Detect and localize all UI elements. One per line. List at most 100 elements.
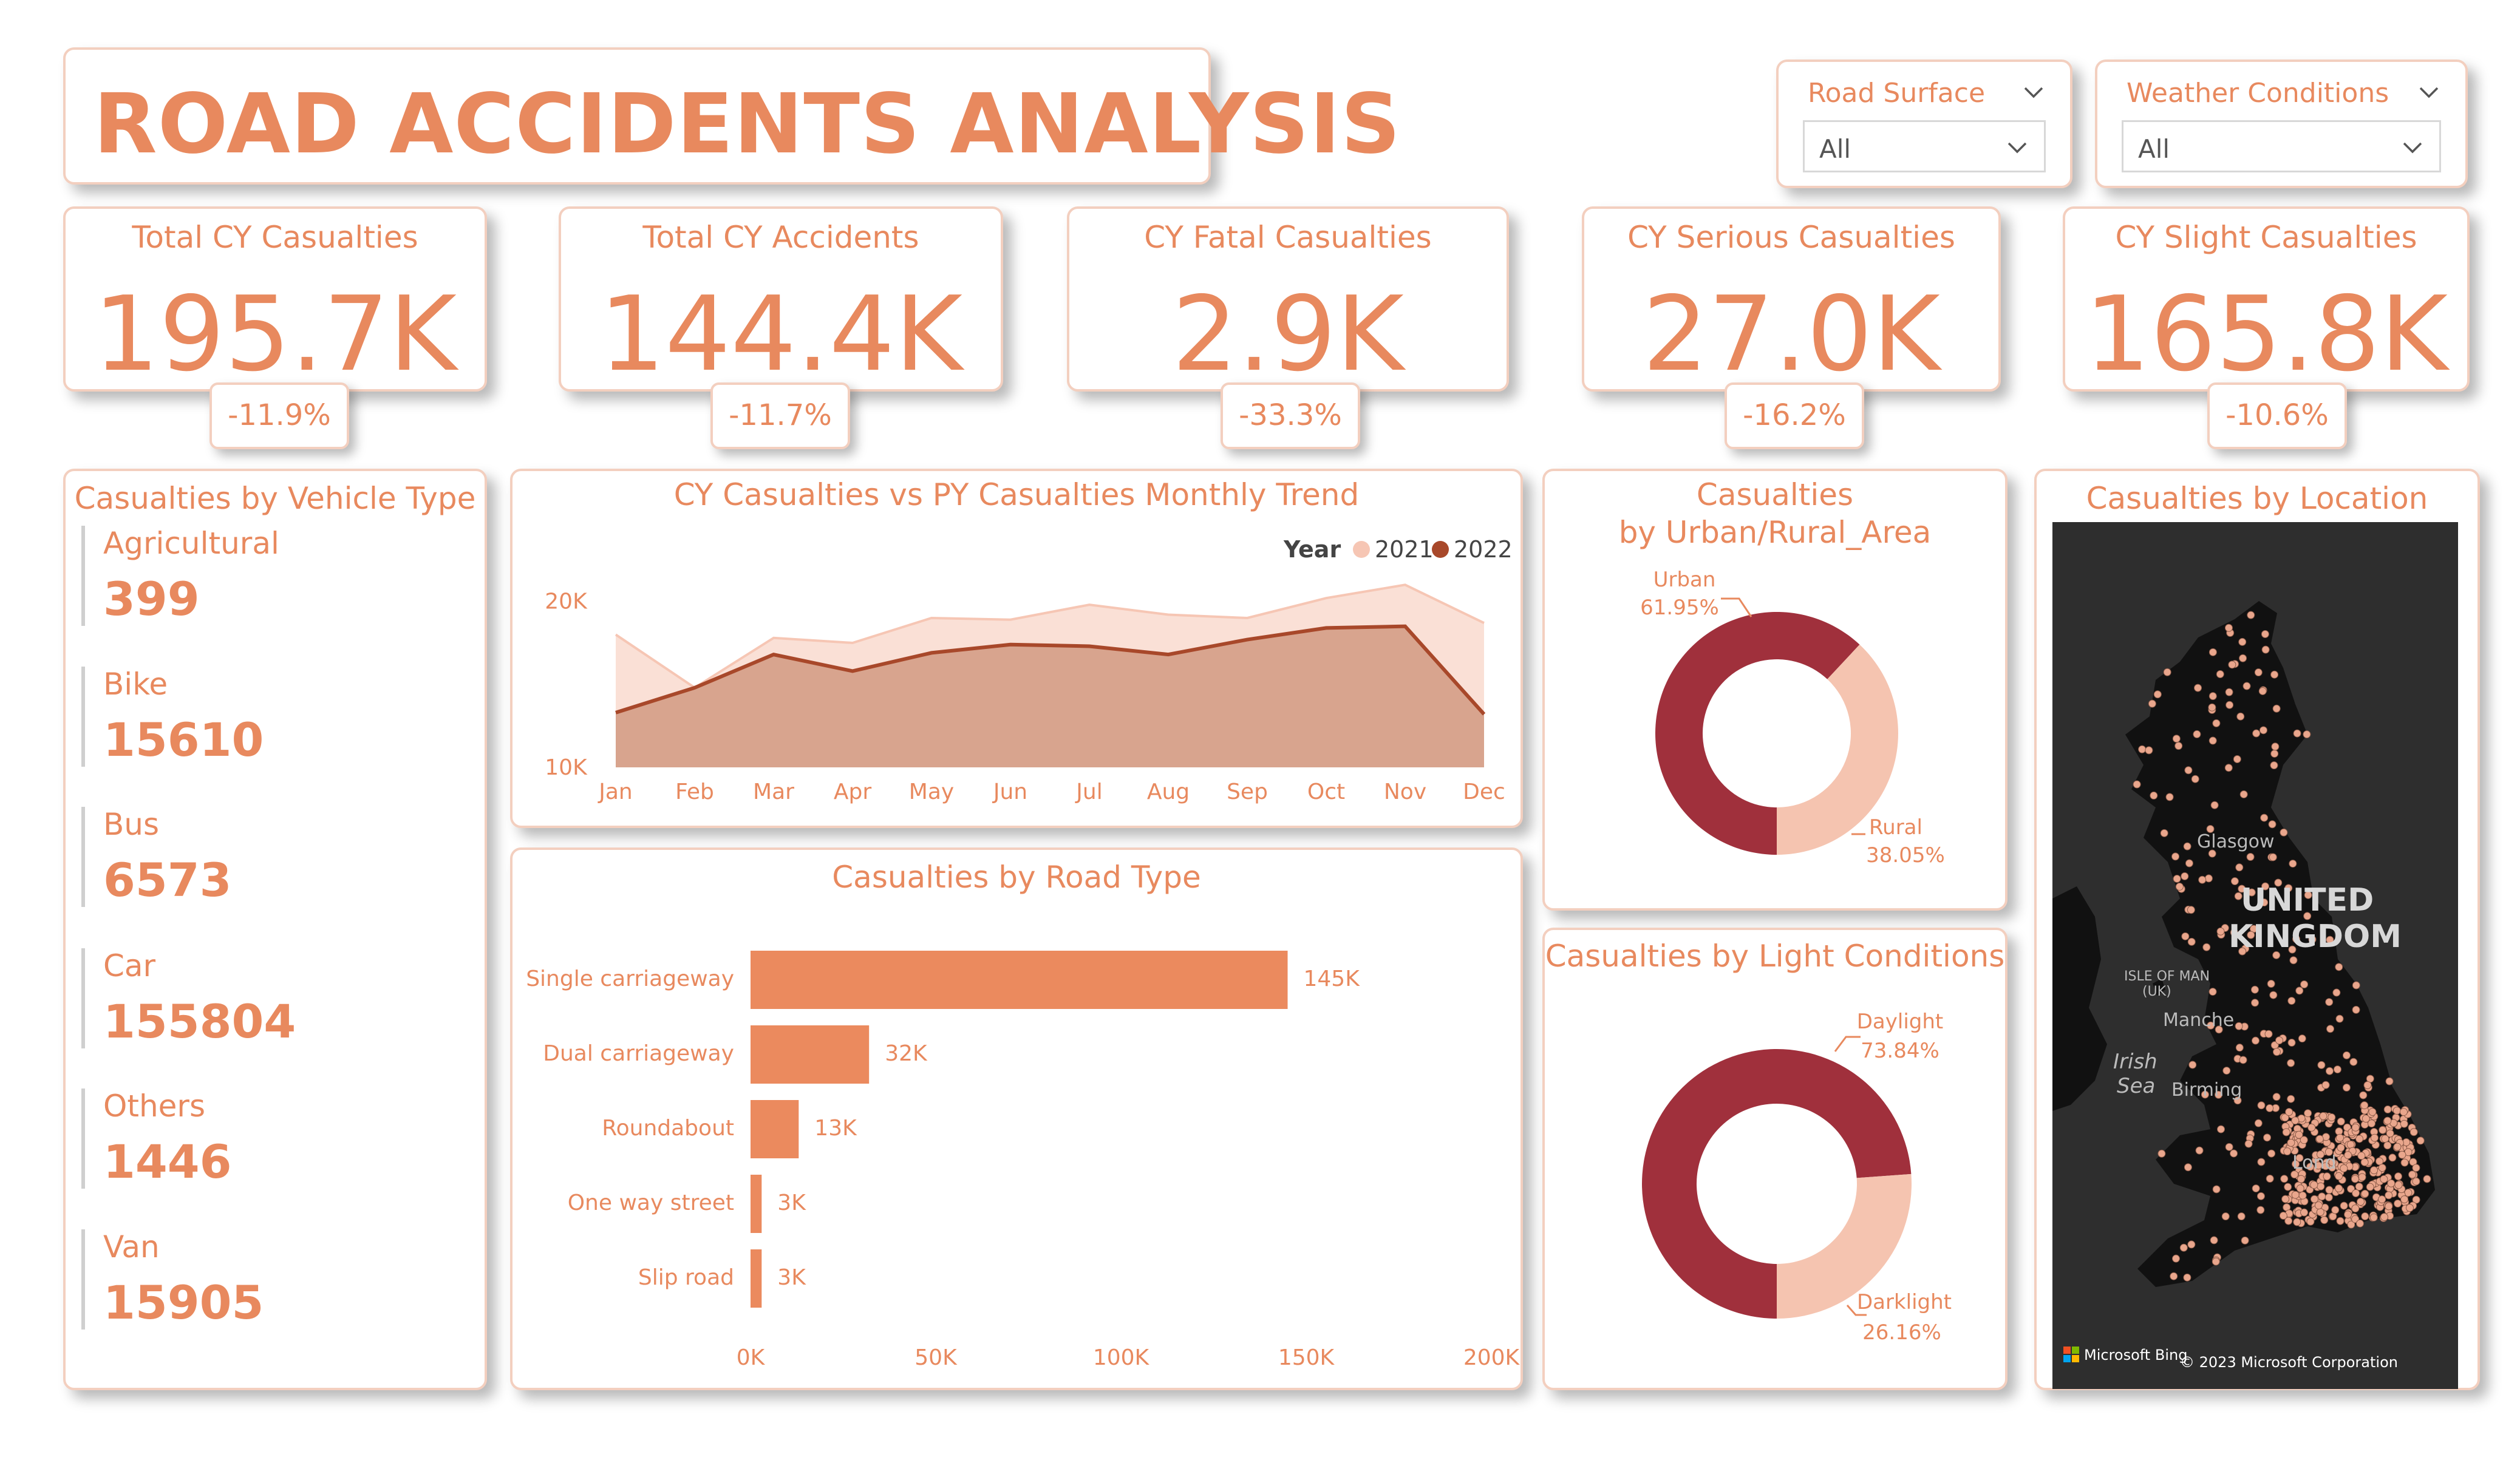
map-point: [2289, 860, 2297, 868]
bar-category-label: Single carriageway: [526, 966, 734, 991]
vehicle-type-name: Others: [103, 1089, 206, 1124]
bar: [751, 1249, 762, 1308]
donut-category-label: Rural: [1869, 815, 1922, 840]
x-tick-label: Aug: [1147, 779, 1190, 804]
map-place-label: Lond: [2292, 1152, 2337, 1173]
map-point: [2170, 1272, 2178, 1280]
vehicle-type-name: Car: [103, 948, 156, 983]
map-point: [2409, 1128, 2418, 1136]
weather-conditions-slicer[interactable]: Weather Conditions All: [2095, 59, 2468, 188]
map-point: [2380, 1213, 2388, 1221]
map-point: [2319, 1112, 2328, 1120]
map-point: [2352, 981, 2360, 990]
x-tick-label: 50K: [914, 1345, 958, 1370]
map-point: [2337, 1117, 2345, 1126]
map-point: [2228, 661, 2236, 669]
map-point: [2252, 1184, 2260, 1193]
kpi-fatal-casualties: CY Fatal Casualties 2.9K: [1067, 206, 1509, 395]
chart-title-line1: Casualties: [1697, 477, 1853, 512]
weather-conditions-dropdown[interactable]: All: [2122, 120, 2441, 172]
kpi-label: CY Serious Casualties: [1627, 220, 1955, 255]
map-point: [2380, 1175, 2388, 1183]
legend-label-2022: 2022: [1454, 536, 1513, 563]
donut-category-label: Darklight: [1857, 1290, 1952, 1314]
map-point: [2408, 1170, 2417, 1179]
map-point: [2383, 1141, 2392, 1150]
map-point: [2238, 885, 2246, 893]
isle-of-man-land: [2153, 979, 2165, 996]
map-point: [2394, 1172, 2402, 1181]
chevron-down-icon[interactable]: [2400, 135, 2425, 160]
map-point: [2404, 1189, 2413, 1197]
road-type-chart: Casualties by Road Type Single carriagew…: [526, 860, 1521, 1370]
map-point: [2362, 1115, 2370, 1123]
map-point: [2284, 1183, 2292, 1191]
map-point: [2206, 825, 2215, 834]
map-point: [2285, 1108, 2294, 1116]
map-point: [2250, 985, 2259, 994]
map-point: [2368, 1108, 2377, 1116]
map-point: [2259, 726, 2267, 735]
map-point: [2171, 1254, 2180, 1263]
map-point: [2358, 1173, 2366, 1181]
map-point: [2221, 1212, 2230, 1221]
map-point: [2225, 701, 2234, 709]
map-point: [2328, 1113, 2336, 1122]
light-conditions-panel: Casualties by Light Conditions Daylight 7…: [1542, 928, 2007, 1390]
ireland-land: [2052, 886, 2107, 1111]
map-point: [2332, 988, 2341, 997]
map-point: [2360, 1158, 2369, 1166]
map-point: [2185, 859, 2193, 868]
map-point: [2340, 1164, 2348, 1172]
map-point: [2272, 704, 2281, 713]
map-point: [2352, 1189, 2360, 1197]
chevron-down-icon[interactable]: [2417, 80, 2441, 104]
vehicle-type-name: Bike: [103, 667, 168, 702]
map-point: [2326, 1025, 2335, 1033]
map-point: [2307, 1123, 2316, 1132]
map-point: [2175, 882, 2184, 891]
vehicle-type-item: Others 1446: [81, 1089, 232, 1189]
kpi-change-badge: -10.6%: [2207, 382, 2347, 449]
map-point: [2314, 1201, 2323, 1210]
map-point: [2355, 1135, 2364, 1143]
map-point: [2284, 884, 2293, 892]
map-place-label: (UK): [2142, 984, 2171, 999]
map-point: [2349, 1058, 2358, 1066]
map-point: [2287, 1095, 2295, 1103]
map-point: [2272, 951, 2281, 959]
map-point: [2214, 1090, 2222, 1099]
donut-slice: [1655, 612, 1860, 855]
bar: [751, 1175, 762, 1233]
map-point: [2324, 1193, 2333, 1201]
map-point: [2363, 1081, 2372, 1089]
road-surface-dropdown[interactable]: All: [1803, 120, 2046, 172]
map-point: [2351, 1204, 2360, 1213]
x-tick-label: 200K: [1463, 1345, 1521, 1370]
map-point: [2316, 1208, 2324, 1217]
map-point: [2416, 1136, 2425, 1145]
x-tick-label: May: [909, 779, 954, 804]
map-point: [2300, 980, 2309, 989]
map-point: [2290, 1170, 2299, 1179]
road-surface-slicer[interactable]: Road Surface All: [1776, 59, 2072, 188]
map-point: [2368, 1119, 2376, 1128]
map-point: [2346, 1140, 2355, 1149]
map-point: [2379, 1126, 2387, 1134]
bar-data-label: 32K: [885, 1041, 928, 1066]
map-point: [2208, 648, 2217, 656]
map-point: [2412, 1177, 2420, 1186]
microsoft-logo-icon: [2063, 1347, 2079, 1362]
map-point: [2360, 1101, 2369, 1110]
vehicle-type-count: 15610: [103, 713, 264, 767]
chevron-down-icon[interactable]: [2021, 80, 2046, 104]
map-point: [2207, 1021, 2215, 1030]
legend-title: Year: [1283, 536, 1341, 563]
map-view[interactable]: UNITED KINGDOM Glasgow ISLE OF MAN (UK) …: [2052, 522, 2458, 1389]
map-point: [2184, 1163, 2192, 1172]
chevron-down-icon[interactable]: [2005, 135, 2029, 160]
uk-map[interactable]: UNITED KINGDOM Glasgow ISLE OF MAN (UK) …: [2052, 522, 2458, 1389]
map-point: [2281, 1195, 2290, 1203]
map-point: [2324, 1148, 2333, 1156]
map-point: [2375, 1157, 2384, 1166]
